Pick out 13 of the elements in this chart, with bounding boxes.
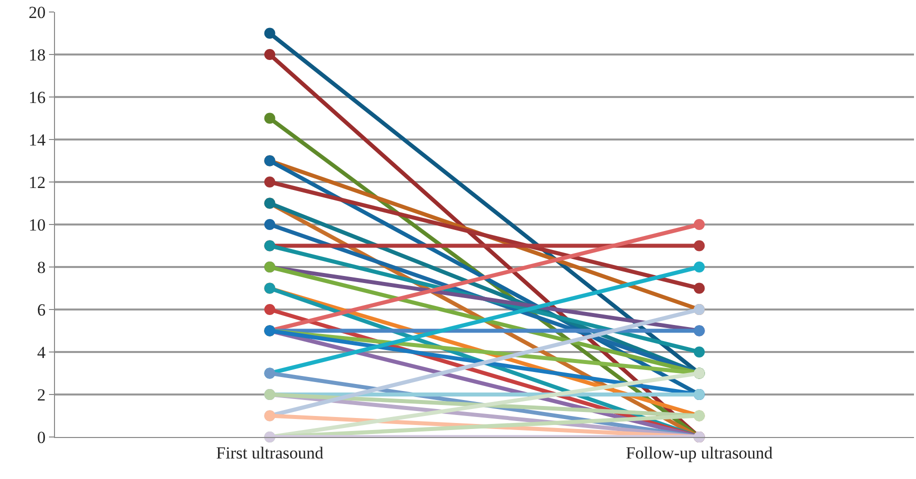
y-tick-label: 8 [37,258,46,277]
y-tick-label: 18 [28,45,46,64]
y-tick-label: 10 [28,215,46,234]
y-tick-label: 16 [28,88,46,107]
y-tick-label: 12 [28,172,46,192]
x-tick-label: First ultrasound [216,443,324,462]
y-tick-label: 14 [28,130,46,150]
y-tick-label: 20 [28,2,46,22]
y-tick-label: 4 [37,342,46,362]
y-tick-label: 6 [37,300,46,320]
y-tick-label: 2 [37,385,46,404]
y-tick-label: 0 [37,428,46,447]
x-tick-label: Follow-up ultrasound [626,443,774,462]
